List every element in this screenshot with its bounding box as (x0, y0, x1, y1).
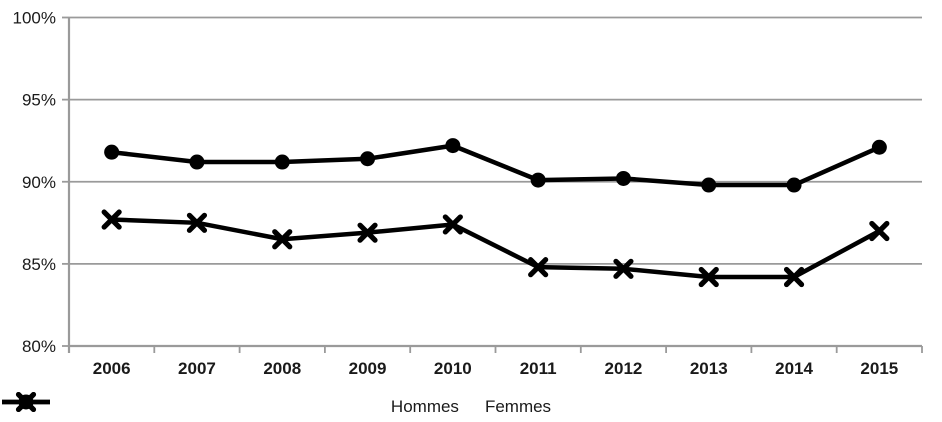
x-axis-tick-label: 2012 (605, 359, 643, 378)
marker-hommes (613, 258, 634, 279)
marker-hommes (442, 214, 463, 235)
x-axis-tick-label: 2009 (349, 359, 387, 378)
x-axis-tick-label: 2013 (690, 359, 728, 378)
y-axis-tick-label: 90% (22, 173, 56, 192)
marker-hommes (186, 212, 208, 233)
series-femmes (104, 138, 887, 193)
marker-hommes (698, 266, 719, 288)
series-hommes (101, 209, 890, 288)
marker-hommes (869, 220, 890, 242)
legend-item-femmes: Femmes (2, 394, 552, 416)
y-axis-tick-label: 100% (13, 9, 56, 28)
marker-femmes (360, 151, 376, 167)
y-axis-tick-label: 85% (22, 255, 56, 274)
marker-hommes (528, 257, 549, 278)
marker-femmes (701, 177, 717, 193)
x-axis-tick-label: 2010 (434, 359, 472, 378)
chart-legend: Hommes Femmes (0, 392, 942, 420)
x-axis-tick-label: 2008 (263, 359, 301, 378)
marker-femmes (274, 154, 290, 170)
marker-femmes (786, 177, 802, 193)
marker-femmes (445, 138, 461, 154)
marker-hommes (101, 209, 122, 230)
legend-label: Hommes (390, 396, 459, 416)
series-line-femmes (111, 143, 881, 188)
marker-femmes (189, 154, 205, 170)
x-axis-tick-label: 2015 (860, 359, 898, 378)
marker-hommes (272, 229, 293, 250)
y-axis-tick-label: 95% (22, 91, 56, 110)
x-axis-tick-label: 2006 (93, 359, 131, 378)
legend-marker-femmes (18, 394, 34, 410)
x-axis-tick-label: 2014 (775, 359, 813, 378)
marker-hommes (783, 266, 805, 288)
marker-hommes (357, 222, 378, 243)
legend-item-hommes: Hommes (2, 392, 459, 416)
marker-femmes (104, 144, 120, 160)
marker-femmes (530, 172, 546, 188)
legend-swatch-circle-icon (2, 394, 50, 410)
y-axis-tick-label: 80% (22, 337, 56, 356)
x-axis-tick-label: 2007 (178, 359, 216, 378)
marker-femmes (871, 139, 887, 155)
legend-label: Femmes (484, 396, 552, 416)
series-line-hommes (111, 217, 881, 280)
marker-femmes (615, 170, 631, 186)
x-axis-tick-label: 2011 (520, 359, 557, 378)
